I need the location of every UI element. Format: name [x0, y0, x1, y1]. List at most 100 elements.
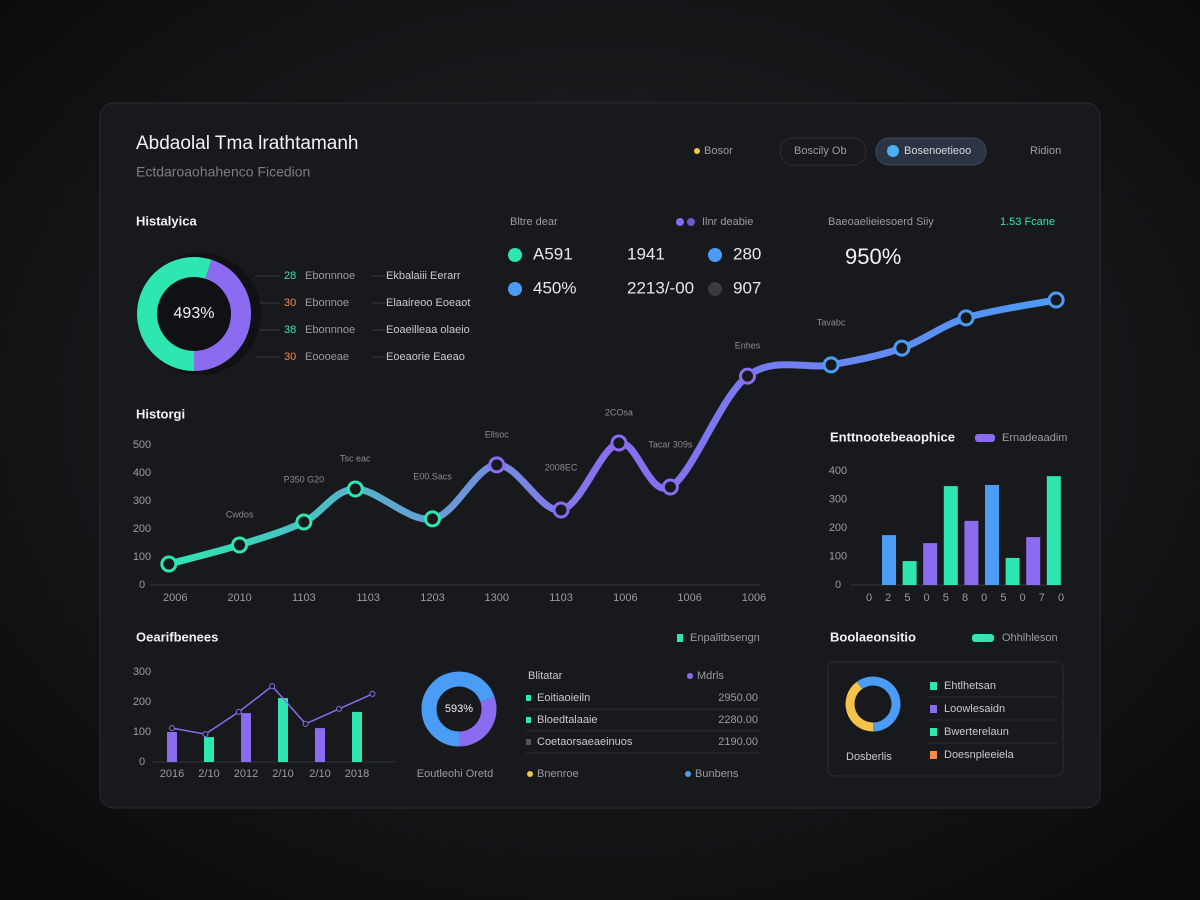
- panel-title: Historgi: [136, 406, 185, 421]
- bar: [278, 698, 288, 762]
- x-tick-label: 2006: [163, 592, 187, 604]
- bar: [204, 737, 214, 762]
- legend-label: Ebonnnoe: [305, 270, 355, 282]
- dot: [685, 771, 691, 777]
- legend: Enpalitbsengn: [690, 632, 760, 644]
- x-tick-label: 1203: [420, 592, 444, 604]
- dot: [687, 673, 693, 679]
- stat: 907: [733, 278, 761, 297]
- table-header: Mdrls: [697, 670, 724, 682]
- panel-title: Enttnootebeaophice: [830, 429, 955, 444]
- dot: [687, 218, 695, 226]
- table-cell: Eoitiaoieiln: [537, 692, 590, 704]
- y-tick-label: 100: [829, 550, 847, 562]
- annotation: Tsc eac: [340, 453, 371, 463]
- x-tick-label: 5: [904, 592, 910, 604]
- y-tick-label: 0: [139, 756, 145, 768]
- annotation: Tacar 309s: [648, 439, 693, 449]
- x-tick-label: 1103: [292, 592, 316, 604]
- annotation: Cwdos: [226, 509, 254, 519]
- x-tick-label: 2012: [234, 768, 258, 780]
- y-tick-label: 200: [829, 522, 847, 534]
- dot: [508, 282, 522, 296]
- donut-label: 593%: [445, 703, 473, 715]
- bar: [964, 520, 979, 585]
- control[interactable]: Ridion: [1030, 145, 1061, 157]
- legend-value: 30: [284, 351, 296, 363]
- control-pill[interactable]: [779, 137, 867, 166]
- annotation: 2COsa: [605, 407, 633, 417]
- x-tick-label: 7: [1039, 592, 1045, 604]
- point: [552, 501, 570, 519]
- x-tick-label: 2/10: [309, 768, 330, 780]
- table-header: Blitatar: [528, 670, 563, 682]
- annotation: P350 G20: [284, 474, 325, 484]
- control[interactable]: Boscily Ob: [794, 145, 847, 157]
- legend-value: 28: [284, 270, 296, 282]
- bar: [943, 486, 958, 585]
- point: [235, 708, 242, 715]
- x-tick-label: 5: [943, 592, 949, 604]
- legend-value: 38: [284, 324, 296, 336]
- bar: [1046, 476, 1061, 585]
- bar: [241, 713, 251, 762]
- y-tick-label: 300: [133, 666, 151, 678]
- card: [99, 102, 1101, 809]
- control[interactable]: Bosenoetieoo: [904, 145, 971, 157]
- point: [488, 456, 506, 474]
- x-tick-label: 2: [885, 592, 891, 604]
- bar: [1026, 537, 1041, 585]
- y-tick-label: 200: [133, 523, 151, 535]
- caption: Dosberlis: [846, 751, 892, 763]
- status-row: Loowlesaidn: [944, 703, 1005, 715]
- point: [661, 478, 679, 496]
- legend-detail: Eoaeilleaa olaeio: [386, 324, 470, 336]
- bar: [1005, 557, 1020, 585]
- table-cell: 2280.00: [718, 714, 758, 726]
- y-tick-label: 100: [133, 726, 151, 738]
- legend-swatch: [975, 434, 995, 442]
- row-marker: [930, 705, 937, 713]
- bar: [923, 543, 938, 585]
- point: [302, 720, 309, 727]
- annotation: 2008EC: [545, 462, 578, 472]
- legend-detail: Ekbalaiii Eerarr: [386, 270, 461, 282]
- donut-slice: [193, 259, 251, 371]
- dot: [694, 148, 700, 154]
- dot: [708, 282, 722, 296]
- row-marker: [526, 739, 531, 745]
- point: [822, 356, 840, 374]
- y-tick-label: 100: [133, 551, 151, 563]
- status-row: Ehtlhetsan: [944, 680, 996, 692]
- legend: Ohhlhleson: [1002, 632, 1058, 644]
- point: [231, 536, 249, 554]
- dot: [676, 218, 684, 226]
- control[interactable]: Bosor: [704, 145, 733, 157]
- legend-swatch: [972, 634, 994, 642]
- dot: [887, 145, 899, 157]
- stat: A591: [533, 244, 573, 263]
- line: [165, 296, 1060, 568]
- donut-slice: [845, 681, 874, 732]
- stat: 2213/-00: [627, 278, 694, 297]
- dot: [508, 248, 522, 262]
- control-pill-active[interactable]: [875, 137, 987, 166]
- legend: Bunbens: [695, 768, 739, 780]
- x-tick-label: 2016: [160, 768, 184, 780]
- table-cell: Bloedtalaaie: [537, 714, 598, 726]
- x-tick-label: 0: [866, 592, 872, 604]
- x-tick-label: 8: [962, 592, 968, 604]
- x-tick-label: 0: [1058, 592, 1064, 604]
- annotation: E00.Sacs: [413, 471, 452, 481]
- x-tick-label: 2018: [345, 768, 369, 780]
- x-tick-label: 1006: [613, 592, 637, 604]
- stat: 1941: [627, 244, 665, 263]
- x-tick-label: 1103: [356, 592, 380, 604]
- y-tick-label: 400: [133, 467, 151, 479]
- x-tick-label: 2010: [227, 592, 251, 604]
- dot: [527, 771, 533, 777]
- point: [169, 725, 175, 732]
- dot: [708, 248, 722, 262]
- row-marker: [526, 695, 531, 701]
